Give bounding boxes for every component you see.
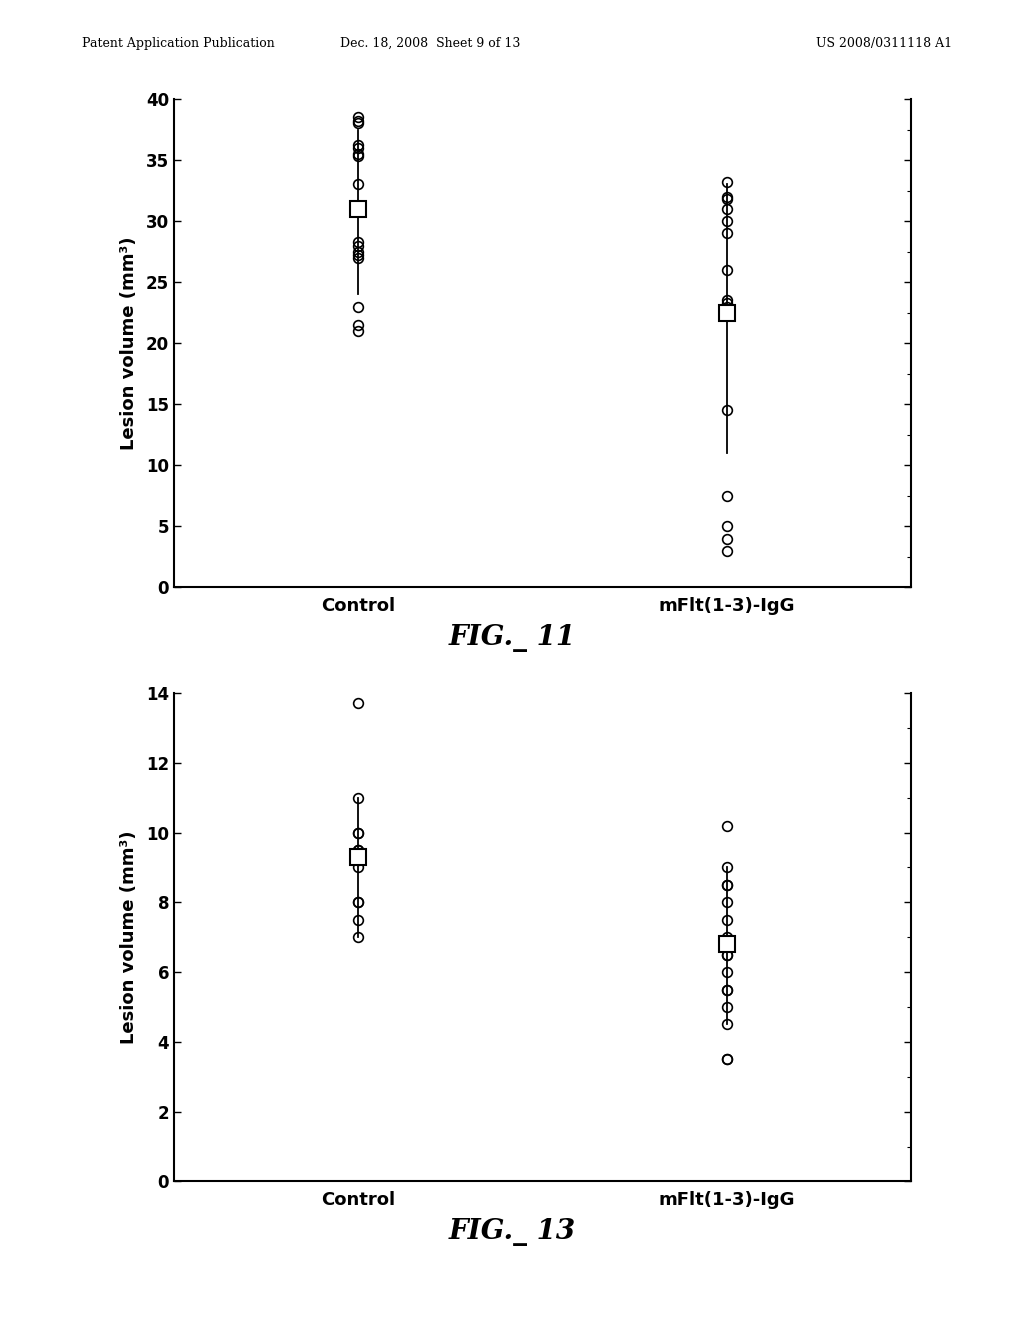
Text: Patent Application Publication: Patent Application Publication — [82, 37, 274, 50]
Y-axis label: Lesion volume (mm³): Lesion volume (mm³) — [120, 236, 138, 450]
Text: Dec. 18, 2008  Sheet 9 of 13: Dec. 18, 2008 Sheet 9 of 13 — [340, 37, 520, 50]
Text: FIG._ 11: FIG._ 11 — [449, 624, 575, 652]
Text: US 2008/0311118 A1: US 2008/0311118 A1 — [816, 37, 952, 50]
Text: FIG._ 13: FIG._ 13 — [449, 1218, 575, 1246]
Y-axis label: Lesion volume (mm³): Lesion volume (mm³) — [120, 830, 138, 1044]
